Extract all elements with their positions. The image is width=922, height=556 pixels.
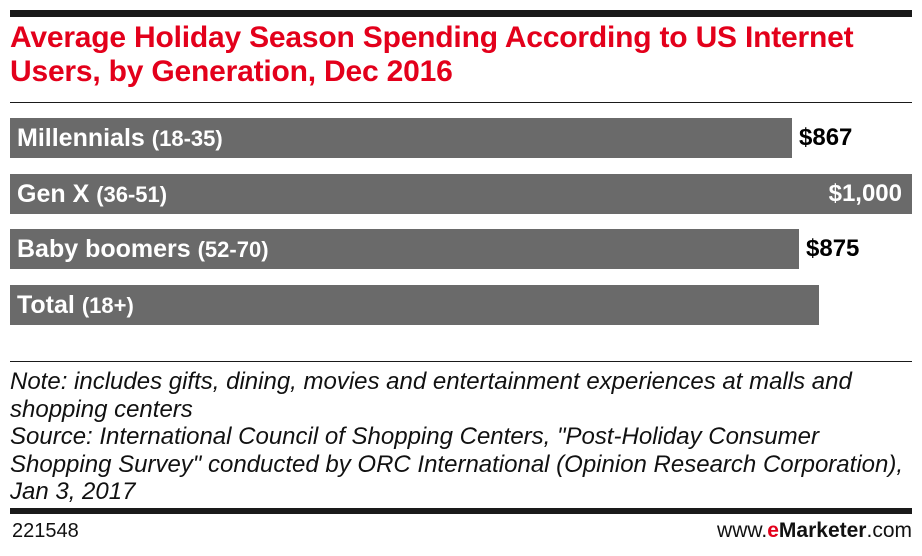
bar [10, 284, 819, 325]
notes-divider [10, 361, 912, 362]
notes-block: Note: includes gifts, dining, movies and… [10, 368, 915, 506]
brand-suffix: .com [866, 519, 912, 542]
category-name: Total [17, 290, 82, 319]
bar-value-label: $1,000 [828, 179, 902, 207]
brand-name: Marketer [778, 519, 867, 542]
bar-chart: Millennials (18-35) $867 Gen X (36-51) $1,0… [10, 118, 912, 348]
bar-value-label: $867 [799, 124, 853, 151]
bar-row: Baby boomers (52-70) $875 [10, 229, 912, 269]
category-range: (18+) [81, 292, 134, 318]
bottom-rule [10, 508, 912, 514]
category-range: (36-51) [96, 181, 168, 207]
category-range: (18-35) [151, 126, 223, 151]
bar [10, 173, 912, 214]
bar-category-label: Baby boomers (52-70) [17, 229, 269, 269]
bar-value-label: $875 [806, 235, 860, 262]
title-divider [10, 102, 912, 103]
brand-e: e [767, 519, 779, 542]
chart-id: 221548 [12, 520, 79, 542]
top-rule [10, 10, 912, 17]
note-text: Note: includes gifts, dining, movies and… [10, 368, 852, 423]
source-text: Source: International Council of Shoppin… [10, 423, 904, 505]
bar-row: Gen X (36-51) $1,000 [10, 173, 912, 214]
bar-category-label: Total (18+) [17, 285, 134, 325]
category-name: Baby boomers [17, 235, 198, 263]
bar-category-label: Millennials (18-35) [17, 118, 223, 158]
category-name: Gen X [17, 179, 97, 208]
bar [10, 118, 792, 158]
chart-title: Average Holiday Season Spending Accordin… [10, 21, 854, 88]
bar-value-label: $897 [848, 290, 902, 318]
brand-prefix: www. [717, 519, 768, 542]
category-name: Millennials [17, 124, 152, 152]
bar-row: Millennials (18-35) $867 [10, 118, 912, 158]
bar [10, 229, 799, 269]
bar-row: Total (18+) $897 [10, 284, 912, 325]
category-range: (52-70) [197, 237, 269, 262]
brand-link[interactable]: www.eMarketer.com [717, 518, 912, 544]
bar-category-label: Gen X (36-51) [17, 174, 167, 214]
